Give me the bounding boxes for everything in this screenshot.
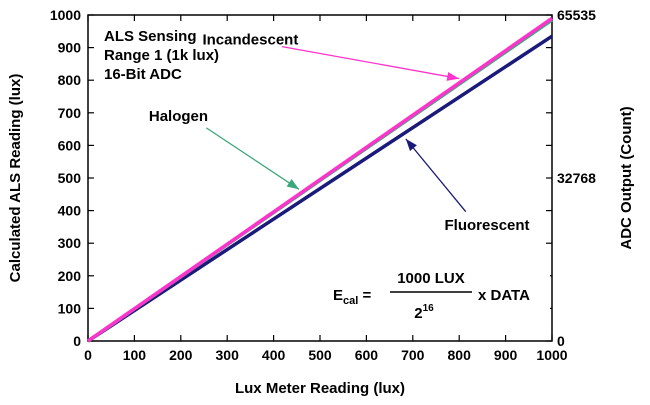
x-tick-label-7: 700 xyxy=(401,347,425,363)
y2-tick-label-2: 65535 xyxy=(557,7,596,23)
annotation-arrowhead-fluorescent xyxy=(405,138,417,151)
formula-tail: x DATA xyxy=(478,287,530,304)
annotation-arrow-incandescent xyxy=(281,45,460,80)
ticks: 0 100 200 300 400 500 600 700 800 900 100001002003… xyxy=(50,7,596,363)
series-line-incandescent xyxy=(87,16,553,343)
info-line-2: Range 1 (1k lux) xyxy=(104,47,219,64)
annotation-label-fluorescent: Fluorescent xyxy=(445,217,530,234)
annotation-label-halogen: Halogen xyxy=(149,108,208,125)
y2-tick-label-0: 0 xyxy=(557,333,565,349)
formula-lhs: Ecal = xyxy=(333,287,371,307)
x-tick-label-10: 1000 xyxy=(536,347,567,363)
y-tick-label-7: 700 xyxy=(58,105,82,121)
x-tick-label-3: 300 xyxy=(216,347,240,363)
annotation-label-incandescent: Incandescent xyxy=(202,31,298,48)
x-tick-label-9: 900 xyxy=(494,347,518,363)
x-tick-label-2: 200 xyxy=(169,347,193,363)
annotation-arrow-halogen xyxy=(205,127,300,190)
formula-numerator: 1000 LUX xyxy=(397,270,465,287)
series-line-fluorescent xyxy=(87,34,553,343)
x-tick-label-8: 800 xyxy=(448,347,472,363)
y-tick-label-8: 800 xyxy=(58,72,82,88)
x-axis-title: Lux Meter Reading (lux) xyxy=(235,380,405,397)
y-tick-label-5: 500 xyxy=(58,170,82,186)
formula-denominator: 216 xyxy=(414,303,434,322)
y2-axis-title: ADC Output (Count) xyxy=(618,106,635,249)
annotation-arrowhead-incandescent xyxy=(446,72,460,81)
y2-tick-label-1: 32768 xyxy=(557,170,596,186)
annotation-arrow-fluorescent xyxy=(405,138,467,213)
y-tick-label-4: 400 xyxy=(58,203,82,219)
x-tick-label-6: 600 xyxy=(355,347,379,363)
y-tick-label-10: 1000 xyxy=(50,7,81,23)
x-tick-label-4: 400 xyxy=(262,347,286,363)
x-tick-label-1: 100 xyxy=(123,347,147,363)
info-line-1: ALS Sensing xyxy=(104,28,197,45)
y-tick-label-2: 200 xyxy=(58,268,82,284)
x-tick-label-0: 0 xyxy=(84,347,92,363)
y-tick-label-9: 900 xyxy=(58,40,82,56)
y-tick-label-1: 100 xyxy=(58,300,82,316)
info-line-3: 16-Bit ADC xyxy=(104,66,182,83)
info-box xyxy=(98,22,276,90)
formula-box xyxy=(325,262,550,334)
series-lines xyxy=(87,16,553,343)
annotations: Incandescent Halogen Fluorescent xyxy=(149,31,530,234)
y-tick-label-3: 300 xyxy=(58,235,82,251)
annotation-arrowhead-halogen xyxy=(286,179,300,190)
y-tick-label-0: 0 xyxy=(73,333,81,349)
y-tick-label-6: 600 xyxy=(58,137,82,153)
x-tick-label-5: 500 xyxy=(308,347,332,363)
y-axis-title: Calculated ALS Reading (lux) xyxy=(7,74,24,283)
